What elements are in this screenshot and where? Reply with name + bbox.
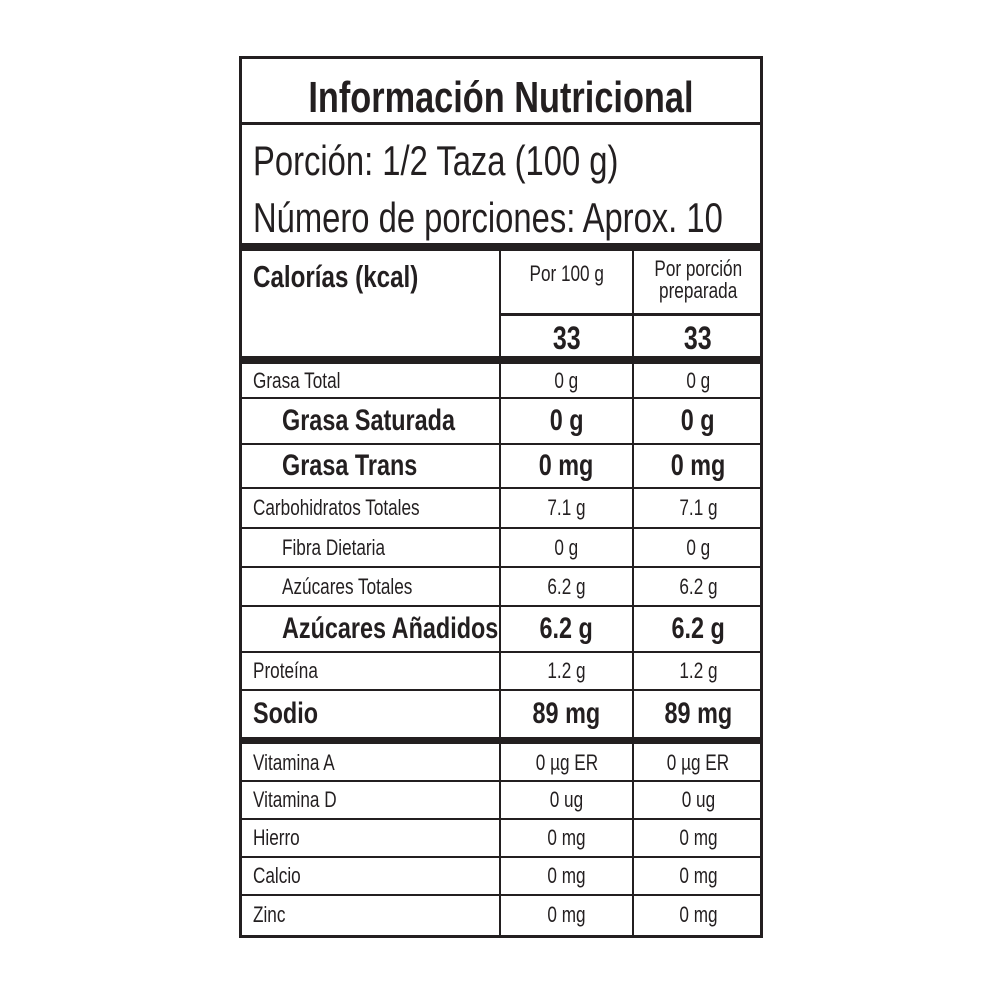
- divider: [242, 856, 760, 858]
- micronutrient-label: Hierro: [253, 825, 300, 850]
- nutrient-label: Grasa Trans: [282, 449, 418, 482]
- micronutrient-label: Calcio: [253, 863, 301, 888]
- thick-divider: [242, 737, 760, 744]
- nutrient-per-100g: 89 mg: [532, 697, 601, 730]
- micronutrient-per-100g: 0 mg: [547, 902, 586, 927]
- nutrient-per-serving: 0 g: [681, 404, 715, 437]
- nutrient-per-100g: 0 g: [549, 404, 584, 437]
- divider: [242, 443, 760, 445]
- nutrient-per-100g: 0 g: [554, 368, 579, 393]
- nutrient-per-serving: 89 mg: [664, 697, 732, 730]
- nutrient-label: Carbohidratos Totales: [253, 495, 420, 520]
- nutrient-label: Grasa Saturada: [282, 404, 455, 437]
- micronutrient-per-serving: 0 mg: [678, 902, 718, 927]
- divider: [242, 605, 760, 607]
- nutrient-per-serving: 6.2 g: [671, 612, 725, 645]
- micronutrient-per-serving: 0 ug: [681, 787, 715, 812]
- serving-size: Porción: 1/2 Taza (100 g): [253, 137, 619, 184]
- nutrient-per-100g: 6.2 g: [539, 612, 594, 645]
- micronutrient-per-100g: 0 ug: [549, 787, 584, 812]
- column-divider: [632, 251, 634, 935]
- nutrient-label: Azúcares Añadidos: [282, 612, 499, 645]
- micronutrient-per-100g: 0 µg ER: [535, 750, 598, 775]
- divider: [242, 818, 760, 820]
- micronutrient-per-serving: 0 µg ER: [666, 750, 730, 775]
- nutrient-per-100g: 0 mg: [539, 449, 594, 482]
- nutrient-per-serving: 0 g: [686, 535, 710, 560]
- nutrient-per-serving: 0 g: [686, 368, 710, 393]
- thick-divider: [242, 243, 760, 251]
- divider: [500, 313, 760, 316]
- servings-per-container: Número de porciones: Aprox. 10: [253, 194, 723, 241]
- micronutrient-per-100g: 0 mg: [547, 825, 586, 850]
- micronutrient-label: Zinc: [253, 902, 286, 927]
- micronutrient-label: Vitamina A: [253, 750, 335, 775]
- nutrient-label: Sodio: [253, 697, 318, 730]
- label-title: Información Nutricional: [308, 73, 694, 122]
- divider: [242, 894, 760, 896]
- calories-per-100g: 33: [552, 320, 581, 356]
- micronutrient-per-100g: 0 mg: [547, 863, 586, 888]
- divider: [242, 397, 760, 399]
- nutrient-label: Proteína: [253, 658, 318, 683]
- divider: [242, 122, 760, 125]
- calories-per-serving: 33: [684, 320, 712, 356]
- per-100g-header: Por 100 g: [529, 261, 604, 286]
- nutrient-per-serving: 0 mg: [670, 449, 726, 482]
- calories-label: Calorías (kcal): [253, 259, 419, 294]
- nutrient-label: Grasa Total: [253, 368, 341, 393]
- thick-divider: [242, 356, 760, 364]
- nutrient-per-100g: 7.1 g: [547, 495, 586, 520]
- micronutrient-label: Vitamina D: [253, 787, 337, 812]
- nutrient-label: Fibra Dietaria: [282, 535, 385, 560]
- divider: [242, 651, 760, 653]
- micronutrient-per-serving: 0 mg: [678, 825, 718, 850]
- nutrition-facts-label: Información Nutricional Porción: 1/2 Taz…: [239, 56, 763, 938]
- divider: [242, 527, 760, 529]
- nutrient-per-100g: 6.2 g: [547, 574, 586, 599]
- nutrient-per-serving: 7.1 g: [678, 495, 718, 520]
- nutrient-per-serving: 6.2 g: [678, 574, 718, 599]
- nutrient-per-100g: 1.2 g: [547, 658, 586, 683]
- nutrient-per-100g: 0 g: [554, 535, 579, 560]
- divider: [242, 487, 760, 489]
- nutrient-label: Azúcares Totales: [282, 574, 413, 599]
- divider: [242, 780, 760, 782]
- column-divider: [499, 251, 501, 935]
- divider: [242, 566, 760, 568]
- nutrient-per-serving: 1.2 g: [678, 658, 718, 683]
- per-serving-header: Por porción preparada: [654, 256, 742, 303]
- micronutrient-per-serving: 0 mg: [678, 863, 718, 888]
- divider: [242, 689, 760, 691]
